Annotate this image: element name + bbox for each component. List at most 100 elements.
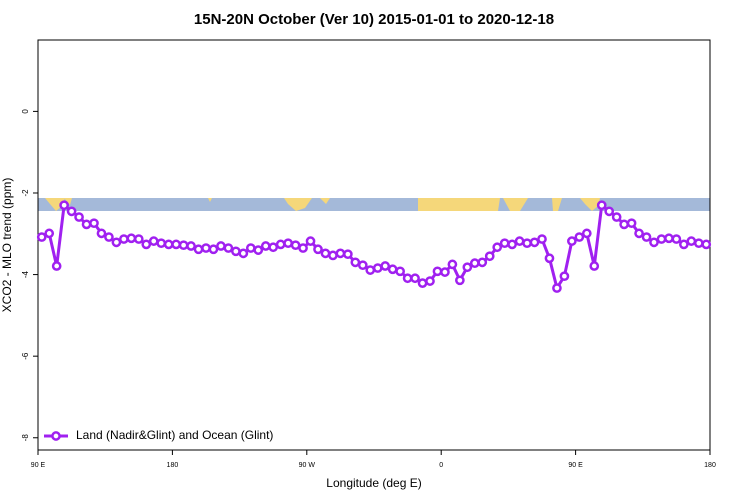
data-point	[499, 238, 510, 249]
data-point	[477, 257, 488, 268]
data-point	[59, 200, 69, 211]
data-point	[552, 283, 562, 293]
data-point	[686, 236, 697, 246]
data-point	[559, 271, 570, 282]
x-tick-label: 180	[704, 462, 716, 469]
data-point	[567, 236, 577, 246]
data-point	[440, 267, 450, 277]
data-point	[328, 250, 338, 261]
data-point	[589, 261, 600, 271]
data-point	[626, 218, 637, 229]
legend-label: Land (Nadir&Glint) and Ocean (Glint)	[76, 428, 273, 442]
data-point	[74, 212, 84, 222]
data-point	[313, 244, 323, 255]
data-point	[664, 233, 674, 244]
y-axis-label: XCO2 - MLO trend (ppm)	[0, 178, 14, 313]
x-tick-label: 180	[167, 462, 179, 469]
data-point	[544, 253, 555, 264]
data-point	[290, 240, 301, 251]
data-point	[537, 234, 547, 244]
data-point	[357, 260, 368, 271]
data-point	[141, 239, 152, 250]
data-point	[104, 232, 114, 242]
data-point	[619, 219, 629, 230]
data-point	[298, 243, 308, 253]
data-point	[417, 278, 428, 288]
data-point	[208, 244, 219, 255]
data-point	[693, 238, 704, 249]
data-point	[260, 241, 271, 251]
data-point	[268, 242, 279, 253]
data-point	[492, 242, 503, 253]
data-point	[581, 228, 592, 239]
data-point	[380, 261, 391, 271]
x-axis-label: Longitude (deg E)	[326, 476, 421, 490]
data-point	[253, 245, 264, 255]
series-line	[41, 202, 707, 292]
data-point	[223, 243, 234, 253]
data-point	[522, 238, 532, 249]
data-point	[701, 239, 712, 250]
data-point	[649, 237, 659, 248]
data-point	[604, 206, 615, 217]
data-point	[320, 248, 331, 259]
data-point	[343, 249, 353, 260]
data-point	[432, 266, 443, 277]
data-point	[671, 234, 682, 244]
data-point	[462, 262, 473, 273]
data-point	[238, 248, 249, 259]
data-point	[372, 263, 383, 273]
data-point	[350, 257, 361, 268]
data-point	[111, 237, 122, 248]
map-strip	[38, 198, 710, 211]
data-point	[171, 239, 181, 250]
data-point	[410, 273, 420, 284]
data-point	[679, 239, 689, 250]
data-point	[574, 232, 585, 242]
x-tick-label: 90 W	[299, 462, 316, 469]
data-point	[186, 241, 196, 251]
data-point	[455, 275, 465, 286]
data-point	[447, 259, 458, 270]
data-point	[51, 261, 62, 271]
data-point	[395, 266, 405, 277]
data-point	[634, 228, 644, 239]
data-point	[387, 264, 398, 275]
data-point	[96, 228, 107, 239]
legend-marker	[51, 431, 61, 441]
data-point	[133, 234, 144, 244]
data-point	[163, 239, 174, 250]
plot-frame	[37, 39, 711, 451]
data-point	[36, 232, 47, 242]
data-point	[148, 236, 159, 246]
y-tick-label: 0	[21, 109, 30, 114]
data-point	[507, 239, 517, 250]
data-point	[119, 234, 129, 244]
data-point	[365, 265, 376, 275]
data-point	[529, 237, 540, 248]
y-tick-label: -2	[21, 189, 30, 197]
data-point	[275, 239, 286, 250]
data-point	[425, 276, 435, 286]
data-point	[305, 236, 316, 246]
data-point	[514, 236, 525, 246]
data-point	[245, 243, 256, 253]
data-point	[656, 234, 667, 244]
data-point	[596, 200, 607, 211]
data-point	[484, 251, 495, 262]
x-tick-label: 90 E	[31, 462, 46, 469]
data-point	[641, 232, 652, 242]
legend: Land (Nadir&Glint) and Ocean (Glint)	[44, 428, 273, 442]
data-point	[469, 258, 480, 269]
data-point	[193, 244, 204, 255]
x-tick-label: 0	[439, 462, 443, 469]
data-point	[335, 248, 346, 259]
data-point	[156, 238, 167, 249]
data-point	[81, 219, 92, 230]
y-tick-label: -6	[21, 352, 30, 360]
data-point	[44, 228, 55, 239]
data-point	[216, 241, 226, 251]
chart-title: 15N-20N October (Ver 10) 2015-01-01 to 2…	[194, 11, 554, 28]
x-tick-label: 90 E	[568, 462, 583, 469]
